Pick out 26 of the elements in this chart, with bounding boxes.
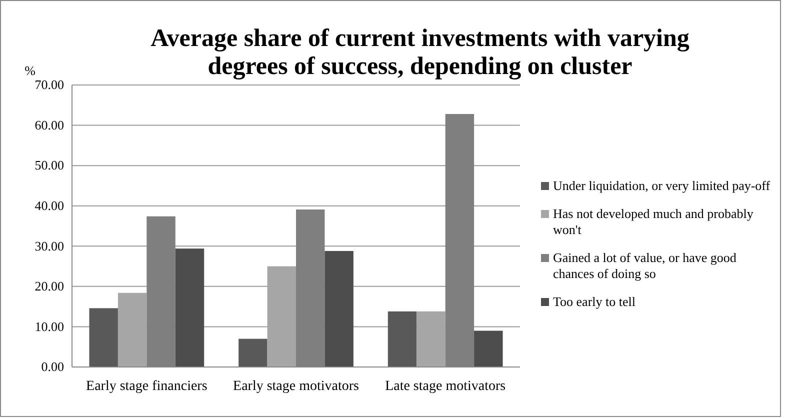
chart-title: Average share of current investments with varying degrees of success, depending on cluster (150, 25, 690, 80)
bar (238, 338, 268, 367)
legend-label: Has not developed much and probably won't (553, 206, 754, 237)
x-tick-label: Early stage motivators (233, 379, 359, 394)
x-tick-label: Late stage motivators (385, 379, 506, 394)
y-tick-label: 0.00 (41, 359, 64, 374)
bar (89, 308, 118, 367)
bar (416, 311, 446, 367)
y-axis-title: % (24, 63, 36, 78)
bar (175, 248, 204, 367)
y-tick-label: 10.00 (34, 318, 64, 334)
bar (118, 292, 147, 367)
y-tick-label: 20.00 (34, 278, 64, 294)
bar (388, 311, 417, 367)
legend-label: Too early to tell (553, 294, 636, 309)
y-tick-label: 30.00 (34, 238, 64, 254)
y-tick-label: 70.00 (34, 77, 64, 92)
y-tick-label: 50.00 (34, 158, 64, 173)
x-tick-label: Early stage financiers (86, 379, 208, 394)
y-tick-label: 40.00 (34, 198, 64, 214)
legend-label: Under liquidation, or very limited pay-off (553, 178, 771, 193)
bar (474, 330, 503, 367)
y-tick-label: 60.00 (34, 117, 64, 132)
bar (324, 250, 354, 367)
bar (267, 266, 296, 367)
legend-label: Gained a lot of value, or have good chances of doing so (553, 250, 737, 281)
